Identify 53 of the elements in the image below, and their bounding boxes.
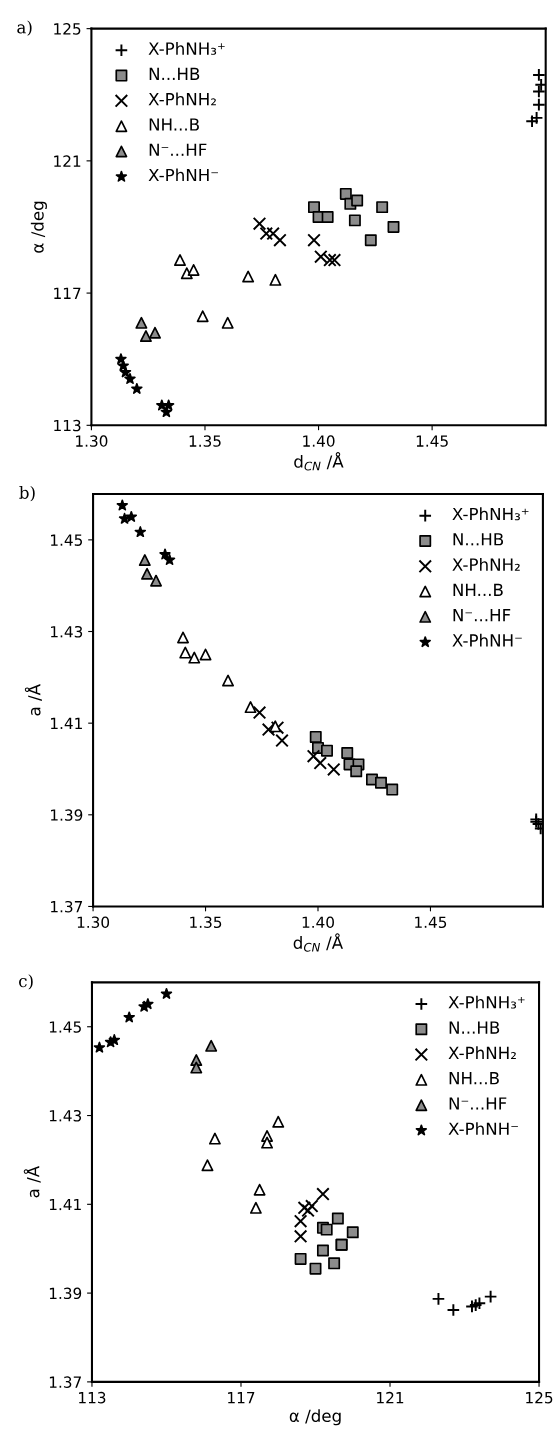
y-tick-label: 1.45 [51, 534, 83, 546]
y-tick-label: 1.39 [51, 809, 83, 821]
x-tick-label: 1.30 [77, 916, 110, 928]
y-tick-label: 1.41 [49, 1198, 81, 1211]
legend-label: N...HB [453, 533, 504, 546]
legend-label: X-PhNH₂ [452, 557, 520, 571]
legend-label: N⁻...HF [449, 1097, 507, 1110]
x-tick-label: 1.45 [415, 916, 447, 928]
legend-label: X-PhNH₃⁺ [148, 41, 225, 55]
y-tick-label: 1.43 [51, 625, 83, 638]
y-tick-label: 113 [54, 419, 81, 432]
chart-title: c) [19, 974, 33, 990]
legend-label: N...HB [149, 67, 200, 80]
legend-label: X-PhNH⁻ [148, 168, 218, 182]
x-tick-label: 117 [228, 1392, 255, 1404]
y-tick-label: 121 [54, 155, 81, 167]
x-tick-label: 1.40 [303, 435, 335, 447]
legend-label: NH...B [449, 1072, 499, 1085]
legend-label: X-PhNH₃⁺ [452, 507, 529, 521]
legend-label: X-PhNH⁻ [448, 1122, 518, 1135]
x-tick-label: 1.30 [76, 435, 108, 447]
legend-label: N⁻...HF [149, 143, 207, 156]
x-tick-label: 1.35 [189, 435, 221, 447]
x-tick-label: 113 [79, 1391, 106, 1404]
legend-label: X-PhNH⁻ [452, 633, 522, 647]
y-tick-label: 1.37 [51, 900, 83, 913]
y-tick-label: 1.39 [49, 1287, 82, 1300]
x-tick-label: 1.40 [302, 916, 334, 928]
x-tick-label: 1.35 [190, 916, 222, 928]
legend-label: X-PhNH₂ [148, 92, 216, 106]
y-tick-label: 1.43 [49, 1109, 82, 1122]
y-tick-label: 1.37 [49, 1376, 81, 1388]
y-tick-label: 1.45 [49, 1021, 81, 1033]
x-axis-title: d$_{CN}$ /Å [293, 933, 343, 952]
x-axis-title: α /deg [289, 1409, 341, 1426]
x-tick-label: 125 [526, 1391, 553, 1404]
legend-label: NH...B [453, 583, 503, 596]
y-tick-label: 1.41 [51, 717, 82, 729]
y-tick-label: 117 [54, 287, 81, 299]
y-axis-title: a /Å [23, 1165, 41, 1198]
y-tick-label: 125 [54, 23, 81, 35]
chart-title: b) [19, 485, 35, 502]
legend-label: N...HB [449, 1021, 500, 1034]
legend-label: N⁻...HF [453, 609, 511, 622]
legend-label: X-PhNH₃⁺ [448, 995, 525, 1009]
x-tick-label: 121 [377, 1391, 404, 1404]
legend-label: X-PhNH₂ [448, 1046, 516, 1060]
x-tick-label: 1.45 [416, 435, 448, 447]
legend-label: NH...B [149, 118, 199, 131]
x-axis-title: d$_{CN}$ /Å [294, 452, 344, 471]
chart-title: a) [17, 20, 32, 36]
y-axis-title: α /deg [30, 201, 47, 253]
y-axis-title: a /Å [24, 684, 42, 716]
